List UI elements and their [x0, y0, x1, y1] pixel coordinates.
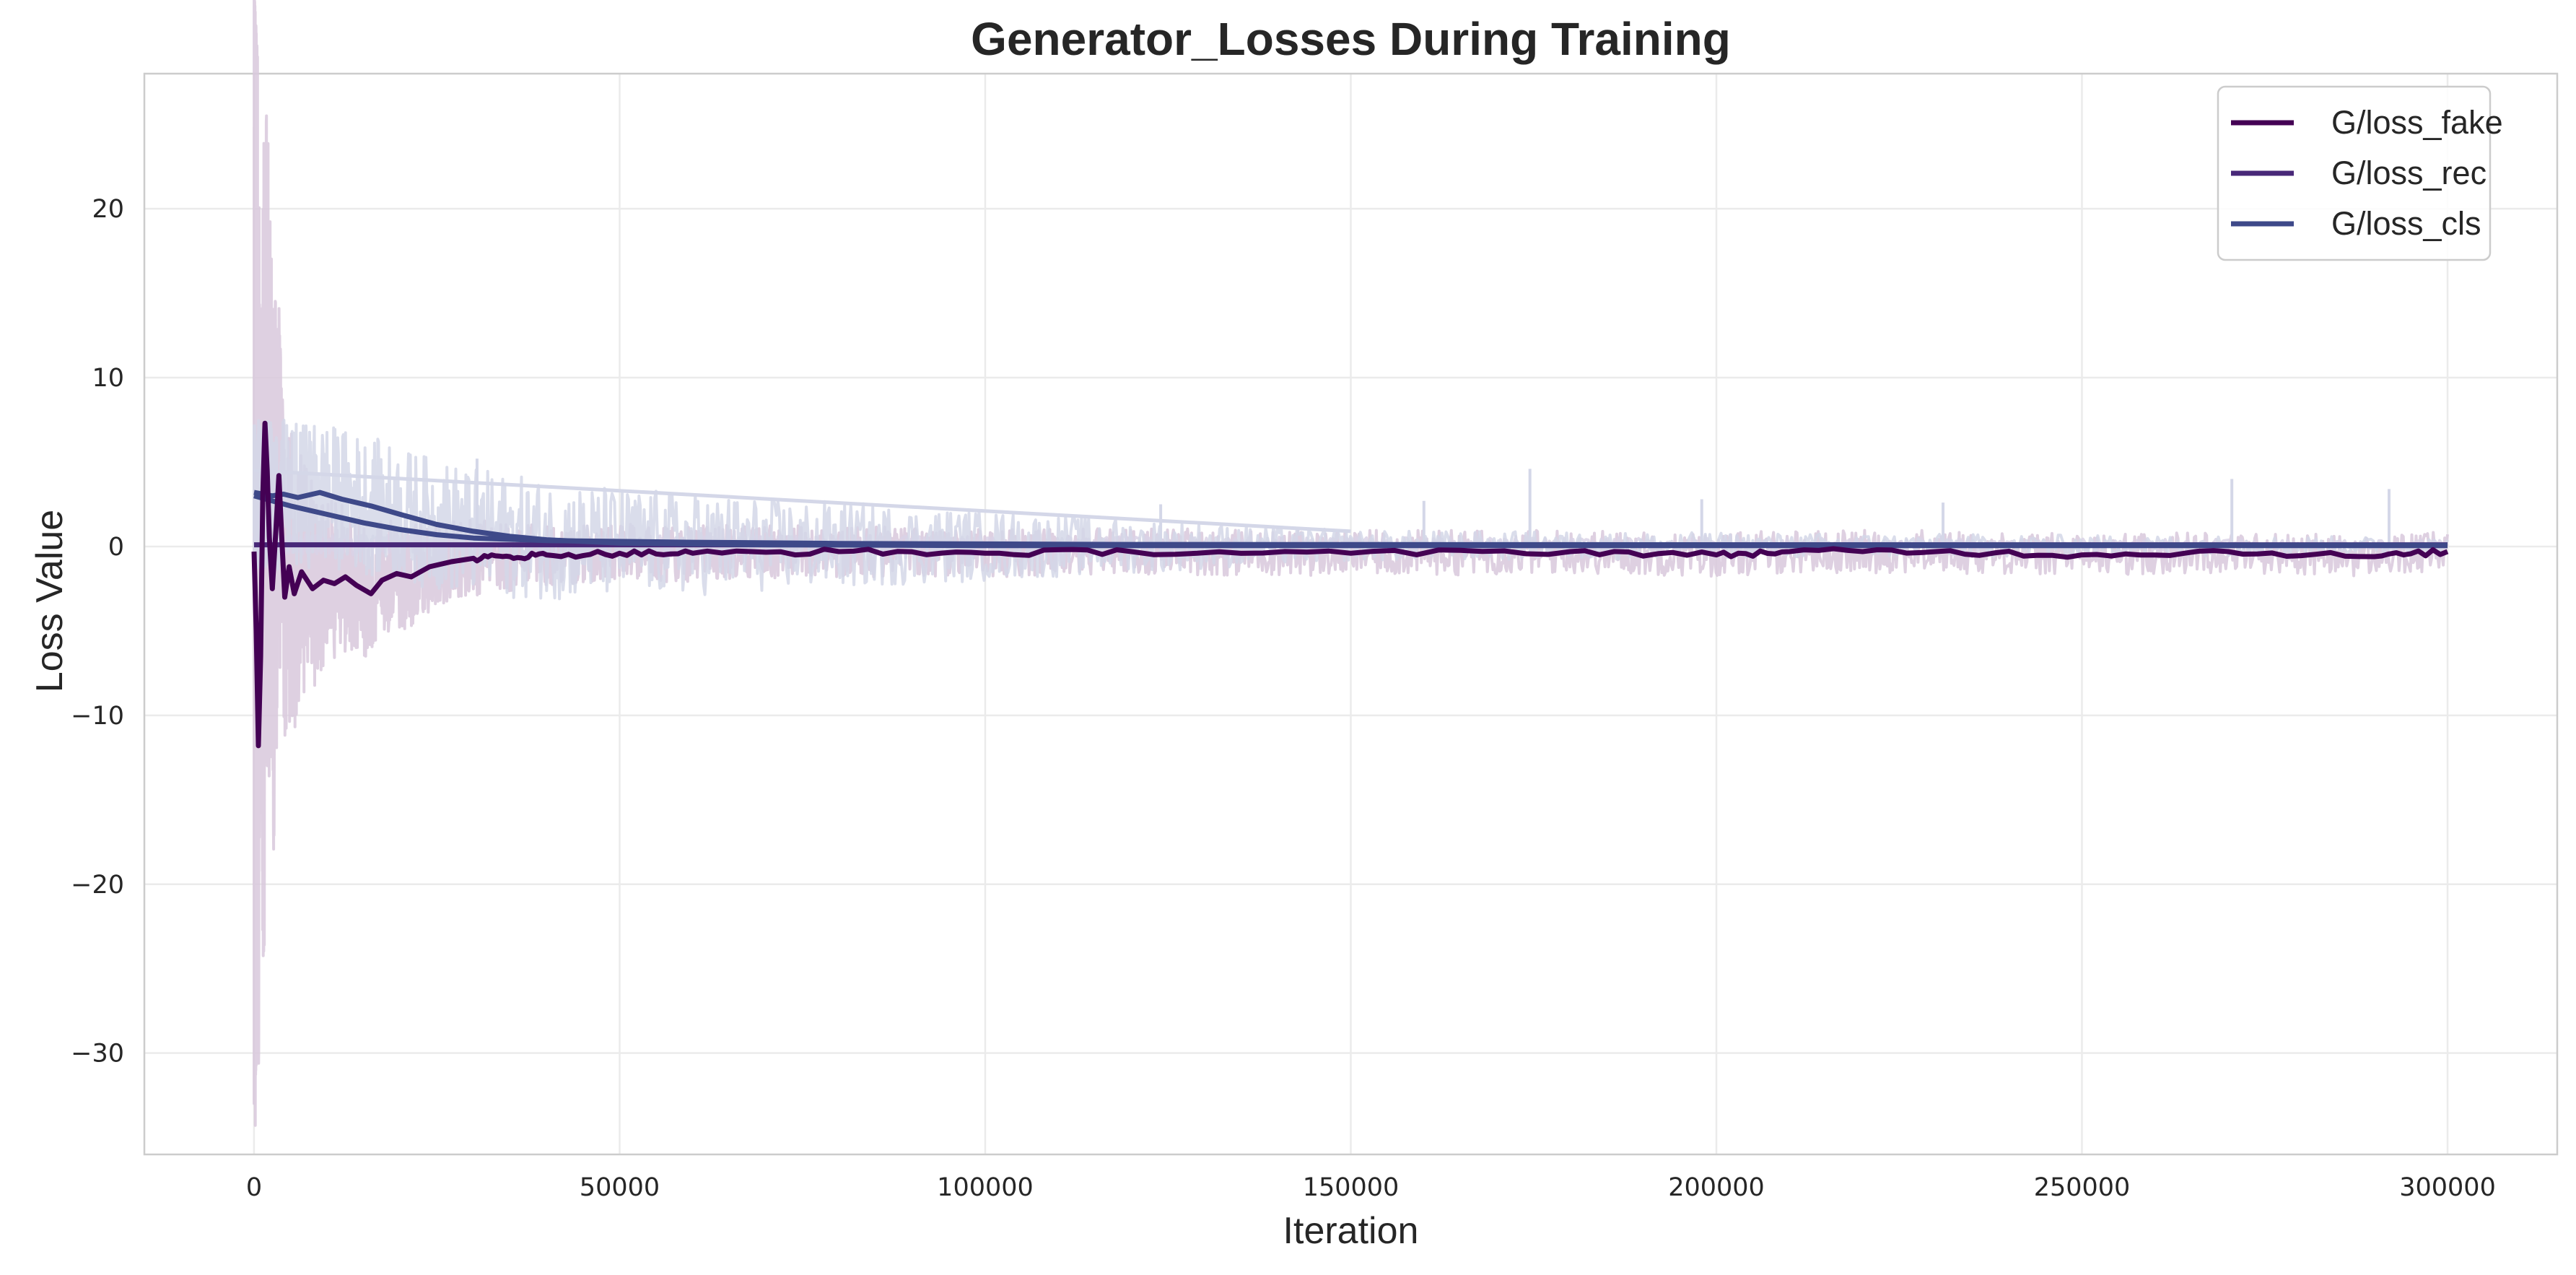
axis-ticks: 0 50000 100000 150000 200000 250000 300000 20 10…	[71, 195, 2496, 1202]
smoothed-loss-lines	[251, 420, 2449, 749]
legend-label: G/loss_cls	[2331, 205, 2481, 242]
x-tick-label: 50000	[580, 1173, 660, 1202]
legend-label: G/loss_fake	[2331, 104, 2503, 141]
y-tick-label: −10	[71, 702, 124, 731]
legend-box	[2217, 85, 2492, 261]
x-tick-label: 0	[246, 1173, 262, 1202]
raw-trace	[253, 419, 2449, 601]
raw-trend-line	[253, 469, 1351, 534]
y-tick-label: −20	[71, 871, 124, 900]
y-tick-label: 0	[108, 533, 124, 562]
x-tick-label: 250000	[2034, 1173, 2131, 1202]
x-tick-label: 150000	[1303, 1173, 1400, 1202]
y-axis-title: Loss Value	[29, 510, 71, 692]
chart-title: Generator_Losses During Training	[971, 13, 1731, 65]
series-line	[253, 489, 2448, 549]
x-tick-label: 100000	[937, 1173, 1034, 1202]
plot-frame	[143, 72, 2559, 1156]
x-tick-label: 200000	[1668, 1173, 1765, 1202]
x-axis-title: Iteration	[1283, 1210, 1419, 1252]
legend: G/loss_fake G/loss_rec G/loss_cls	[2217, 85, 2503, 261]
series-line	[251, 420, 2449, 749]
x-tick-label: 300000	[2399, 1173, 2496, 1202]
y-tick-label: 10	[92, 364, 124, 393]
y-tick-label: 20	[92, 195, 124, 224]
y-tick-label: −30	[71, 1040, 124, 1069]
legend-label: G/loss_rec	[2331, 155, 2487, 191]
